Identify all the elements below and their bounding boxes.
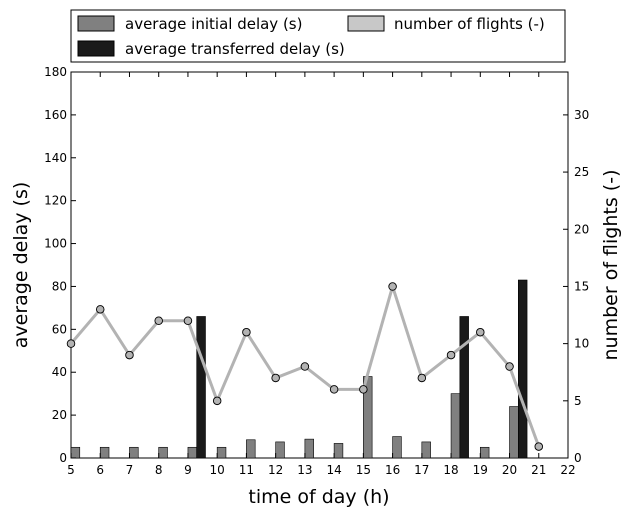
x-tick-label: 19 bbox=[473, 463, 488, 477]
y2-tick-label: 15 bbox=[574, 279, 589, 293]
flights-point bbox=[505, 362, 514, 371]
x-tick-label: 21 bbox=[531, 463, 546, 477]
x-tick-label: 6 bbox=[96, 463, 104, 477]
y2-tick-label: 0 bbox=[574, 451, 582, 465]
x-axis-ticks: 5 6 7 8 9 10 11 12 13 14 15 16 17 18 19 20 21 22 bbox=[67, 72, 576, 477]
flights-point bbox=[417, 373, 427, 383]
y-tick-label: 40 bbox=[52, 365, 67, 379]
x-tick-label: 8 bbox=[155, 463, 163, 477]
flights-point bbox=[183, 316, 193, 326]
y-tick-label: 160 bbox=[44, 108, 67, 122]
initial-delay-bar bbox=[479, 446, 490, 459]
y-tick-label: 80 bbox=[52, 279, 67, 293]
y-tick-label: 60 bbox=[52, 322, 67, 336]
left-y-axis-ticks: 0 20 40 60 80 100 120 140 160 180 bbox=[44, 65, 76, 465]
initial-delay-bar bbox=[421, 441, 431, 459]
flights-point bbox=[95, 305, 105, 314]
x-tick-label: 9 bbox=[184, 463, 192, 477]
initial-delay-bar bbox=[509, 406, 519, 459]
y2-tick-label: 5 bbox=[574, 394, 582, 408]
flights-point bbox=[359, 385, 368, 394]
initial-delay-bar bbox=[187, 446, 198, 459]
legend-label-initial: average initial delay (s) bbox=[125, 15, 302, 33]
flights-point bbox=[388, 282, 397, 291]
x-tick-label: 14 bbox=[326, 463, 341, 477]
plot-area-frame bbox=[70, 71, 569, 459]
flights-point bbox=[446, 350, 456, 360]
y2-tick-label: 20 bbox=[574, 222, 589, 236]
initial-delay-bar bbox=[99, 446, 110, 459]
x-axis-label: time of day (h) bbox=[248, 486, 389, 508]
flights-point bbox=[66, 339, 76, 348]
legend-label-transferred: average transferred delay (s) bbox=[125, 40, 345, 58]
initial-delay-bar bbox=[333, 443, 344, 459]
initial-delay-bar bbox=[275, 441, 285, 459]
flights-point bbox=[212, 396, 222, 406]
initial-delay-bar bbox=[450, 393, 461, 459]
initial-delay-bar bbox=[304, 438, 314, 459]
x-tick-label: 10 bbox=[210, 463, 225, 477]
y-tick-label: 180 bbox=[44, 65, 67, 79]
initial-delay-bar bbox=[246, 439, 256, 459]
y-tick-label: 100 bbox=[44, 237, 67, 251]
flights-point bbox=[329, 385, 339, 394]
x-tick-label: 16 bbox=[385, 463, 400, 477]
initial-delay-bars bbox=[70, 376, 519, 459]
x-tick-label: 20 bbox=[502, 463, 517, 477]
y-tick-label: 20 bbox=[52, 408, 67, 422]
flights-point bbox=[242, 327, 251, 337]
y2-tick-label: 30 bbox=[574, 108, 589, 122]
initial-delay-bar bbox=[216, 446, 227, 459]
transferred-delay-bar bbox=[459, 316, 469, 459]
flights-point bbox=[125, 350, 134, 360]
legend-swatch-transferred bbox=[77, 40, 115, 57]
flights-point bbox=[534, 442, 544, 451]
x-tick-label: 7 bbox=[126, 463, 134, 477]
y-axis-label: average delay (s) bbox=[10, 182, 32, 349]
y2-axis-label: number of flights (-) bbox=[600, 170, 622, 361]
x-tick-label: 11 bbox=[239, 463, 254, 477]
initial-delay-bar bbox=[129, 446, 139, 459]
flights-line-group bbox=[66, 282, 544, 451]
legend-frame bbox=[70, 9, 566, 63]
x-tick-label: 15 bbox=[356, 463, 371, 477]
x-tick-label: 5 bbox=[67, 463, 75, 477]
initial-delay-bar bbox=[70, 446, 81, 459]
x-tick-label: 17 bbox=[414, 463, 429, 477]
flights-point bbox=[476, 327, 485, 337]
flights-point bbox=[300, 362, 310, 371]
flights-point bbox=[154, 316, 163, 326]
x-tick-label: 13 bbox=[297, 463, 312, 477]
y-tick-label: 120 bbox=[44, 194, 67, 208]
x-tick-label: 18 bbox=[443, 463, 458, 477]
initial-delay-bar bbox=[158, 446, 168, 459]
y2-tick-label: 25 bbox=[574, 165, 589, 179]
x-tick-label: 12 bbox=[268, 463, 283, 477]
y-tick-label: 0 bbox=[59, 451, 67, 465]
y-tick-label: 140 bbox=[44, 151, 67, 165]
transferred-delay-bar bbox=[196, 316, 206, 459]
initial-delay-bar bbox=[392, 436, 402, 459]
transferred-delay-bar bbox=[517, 279, 528, 459]
transferred-delay-bars bbox=[196, 279, 528, 459]
legend-swatch-flights bbox=[347, 15, 385, 32]
y2-tick-label: 10 bbox=[574, 337, 589, 351]
legend-label-flights: number of flights (-) bbox=[394, 15, 545, 33]
flights-point bbox=[271, 373, 280, 383]
legend-swatch-initial bbox=[77, 15, 115, 32]
x-tick-label: 22 bbox=[560, 463, 575, 477]
right-y-axis-ticks: 0 5 10 15 20 25 30 bbox=[563, 108, 589, 465]
legend: average initial delay (s) number of flig… bbox=[70, 9, 566, 63]
